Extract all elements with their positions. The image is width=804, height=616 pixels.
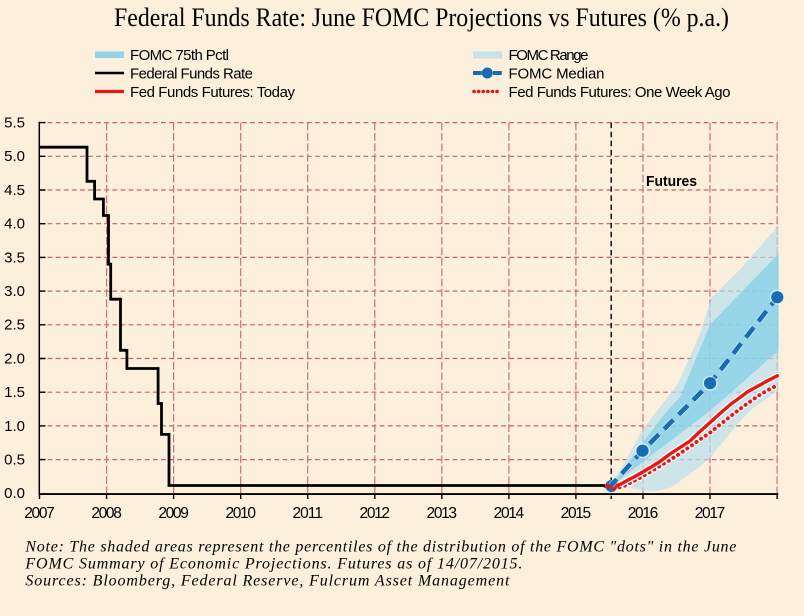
svg-text:0.0: 0.0 [4,485,25,502]
svg-text:2014: 2014 [494,505,525,522]
svg-text:2013: 2013 [427,505,458,522]
svg-text:2016: 2016 [628,505,659,522]
svg-text:FOMC Median: FOMC Median [509,66,605,83]
svg-text:Note: The shaded areas represe: Note: The shaded areas represent the per… [24,539,736,556]
svg-text:2010: 2010 [225,505,256,522]
svg-text:0.5: 0.5 [4,452,25,469]
svg-text:2008: 2008 [91,505,122,522]
svg-text:Fed Funds Futures: One Week Ag: Fed Funds Futures: One Week Ago [509,84,731,101]
svg-text:3.0: 3.0 [4,283,25,300]
svg-text:2017: 2017 [695,505,726,522]
svg-text:3.5: 3.5 [4,249,25,266]
svg-text:FOMC 75th Pctl: FOMC 75th Pctl [130,47,229,64]
svg-text:Federal Funds Rate: June FOMC: Federal Funds Rate: June FOMC Projection… [114,3,729,32]
svg-text:2009: 2009 [158,505,189,522]
svg-text:1.5: 1.5 [4,384,25,401]
svg-text:2011: 2011 [292,505,323,522]
svg-text:4.5: 4.5 [4,182,25,199]
svg-text:2007: 2007 [24,505,55,522]
svg-text:2.0: 2.0 [4,350,25,367]
svg-text:Fed Funds Futures: Today: Fed Funds Futures: Today [130,84,296,101]
svg-text:Sources: Bloomberg, Federal Re: Sources: Bloomberg, Federal Reserve, Ful… [25,573,510,590]
svg-text:FOMC Range: FOMC Range [509,47,589,64]
svg-text:4.0: 4.0 [4,216,25,233]
svg-text:FOMC Summary of Economic Proje: FOMC Summary of Economic Projections. Fu… [24,556,522,573]
svg-text:5.5: 5.5 [4,115,25,132]
svg-text:2015: 2015 [561,505,592,522]
svg-text:Federal Funds Rate: Federal Funds Rate [130,66,253,83]
svg-text:2.5: 2.5 [4,317,25,334]
svg-text:2012: 2012 [360,505,391,522]
svg-text:Futures: Futures [646,173,697,190]
svg-text:1.0: 1.0 [4,418,25,435]
svg-text:5.0: 5.0 [4,148,25,165]
